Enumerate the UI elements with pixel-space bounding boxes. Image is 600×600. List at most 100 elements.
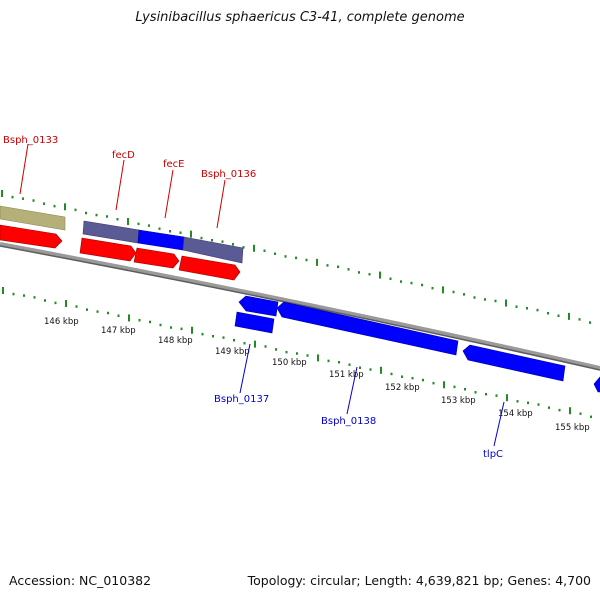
gene-arrow-tlpc[interactable]	[462, 344, 566, 382]
gc-tick	[359, 366, 361, 370]
gc-tick	[11, 195, 14, 199]
gc-tick	[443, 381, 445, 389]
gc-tick	[222, 336, 225, 339]
gc-content-track-inner	[2, 287, 592, 419]
gc-tick	[453, 385, 456, 389]
gc-tick	[368, 273, 371, 276]
gc-tick	[432, 381, 435, 385]
gc-tick	[389, 277, 392, 280]
gc-tick	[253, 244, 255, 252]
gc-tick	[169, 230, 171, 233]
gc-tick	[463, 293, 465, 296]
gene-arrow-bsph0133[interactable]	[0, 224, 63, 249]
gc-tick	[95, 213, 98, 217]
gc-tick	[106, 215, 108, 218]
gc-tick	[116, 218, 119, 221]
gc-tick	[221, 240, 224, 243]
gc-tick	[74, 208, 77, 212]
gc-tick	[337, 265, 339, 269]
gc-tick	[369, 368, 372, 371]
gc-tick	[107, 311, 109, 315]
forward-leader-lines	[19, 143, 226, 229]
gc-tick	[431, 286, 434, 290]
label-bsph0137: Bsph_0137	[214, 394, 269, 405]
gc-tick	[390, 372, 393, 376]
gc-tick	[568, 312, 570, 320]
gc-tick	[232, 243, 234, 246]
gc-tick	[316, 258, 318, 266]
feature-blue-fece[interactable]	[137, 229, 185, 251]
gc-tick	[243, 341, 246, 345]
gc-tick	[295, 256, 297, 260]
gene-arrow-fece[interactable]	[133, 247, 180, 269]
gc-tick	[65, 299, 67, 307]
gc-tick	[537, 403, 540, 406]
coordinate-ticks: 146 kbp 147 kbp 148 kbp 149 kbp 150 kbp 151 k…	[44, 317, 590, 433]
gc-tick	[191, 326, 193, 334]
feature-olive-bsph0133[interactable]	[0, 205, 66, 231]
label-bsph0138: Bsph_0138	[321, 416, 376, 427]
gc-tick	[170, 326, 172, 329]
gc-tick	[358, 271, 360, 274]
gc-tick	[348, 363, 351, 366]
gc-tick	[96, 310, 99, 313]
gc-tick	[128, 314, 130, 322]
coordinate-tick-label: 155 kbp	[555, 423, 590, 433]
gc-tick	[452, 290, 455, 294]
gc-tick	[296, 352, 298, 355]
gene-arrow-bsph0137-b[interactable]	[234, 311, 275, 334]
gc-tick	[43, 202, 45, 205]
gc-tick	[526, 307, 528, 310]
gc-tick	[442, 286, 444, 294]
gc-tick	[411, 376, 414, 380]
gc-tick	[505, 299, 507, 307]
gc-tick	[12, 292, 15, 296]
genome-summary-text: Topology: circular; Length: 4,639,821 bp…	[247, 573, 591, 588]
gc-tick	[590, 415, 592, 419]
gc-tick	[380, 366, 382, 374]
gc-tick	[86, 308, 88, 311]
gc-tick	[306, 354, 309, 357]
gene-arrow-bsph0138[interactable]	[276, 301, 459, 356]
map-title: Lysinibacillus sphaericus C3-41, complet…	[135, 10, 465, 25]
gc-tick	[474, 391, 477, 394]
gene-arrow-fecd[interactable]	[79, 237, 137, 262]
coordinate-tick-label: 146 kbp	[44, 317, 79, 327]
gc-tick	[75, 305, 78, 308]
gc-tick	[379, 271, 381, 279]
gc-tick	[1, 190, 3, 197]
gc-tick	[547, 311, 549, 315]
gc-tick	[54, 301, 57, 305]
genome-backbone-shadow	[0, 245, 600, 371]
gc-tick	[53, 204, 56, 208]
gc-tick	[494, 299, 497, 303]
gene-arrow-bsph0136[interactable]	[178, 255, 241, 281]
gene-arrow-bsph0137-a[interactable]	[238, 295, 279, 317]
gc-tick	[179, 231, 182, 234]
label-bsph0133: Bsph_0133	[3, 135, 58, 146]
gc-tick	[326, 264, 329, 267]
label-fece: fecE	[163, 159, 185, 170]
feature-purple-bsph0136[interactable]	[182, 236, 244, 264]
gc-tick	[33, 296, 36, 299]
label-tlpc: tlpC	[483, 449, 503, 460]
gc-tick	[284, 255, 287, 258]
gc-tick	[485, 392, 487, 396]
gc-tick	[506, 394, 508, 402]
gc-tick	[569, 407, 571, 415]
reverse-leader-lines	[239, 343, 505, 447]
gc-tick	[180, 327, 183, 331]
gc-tick	[401, 375, 403, 378]
gene-arrow-edge[interactable]	[593, 376, 600, 393]
gc-tick	[484, 298, 486, 301]
gc-tick	[190, 230, 192, 238]
accession-text: Accession: NC_010382	[9, 573, 152, 588]
label-fecd: fecD	[112, 150, 135, 161]
gc-tick	[558, 408, 561, 412]
gc-tick	[138, 318, 141, 322]
gc-tick	[422, 378, 424, 382]
gc-tick	[32, 199, 35, 202]
gc-tick	[211, 238, 213, 242]
gc-tick	[200, 236, 203, 240]
gc-tick	[274, 252, 276, 255]
